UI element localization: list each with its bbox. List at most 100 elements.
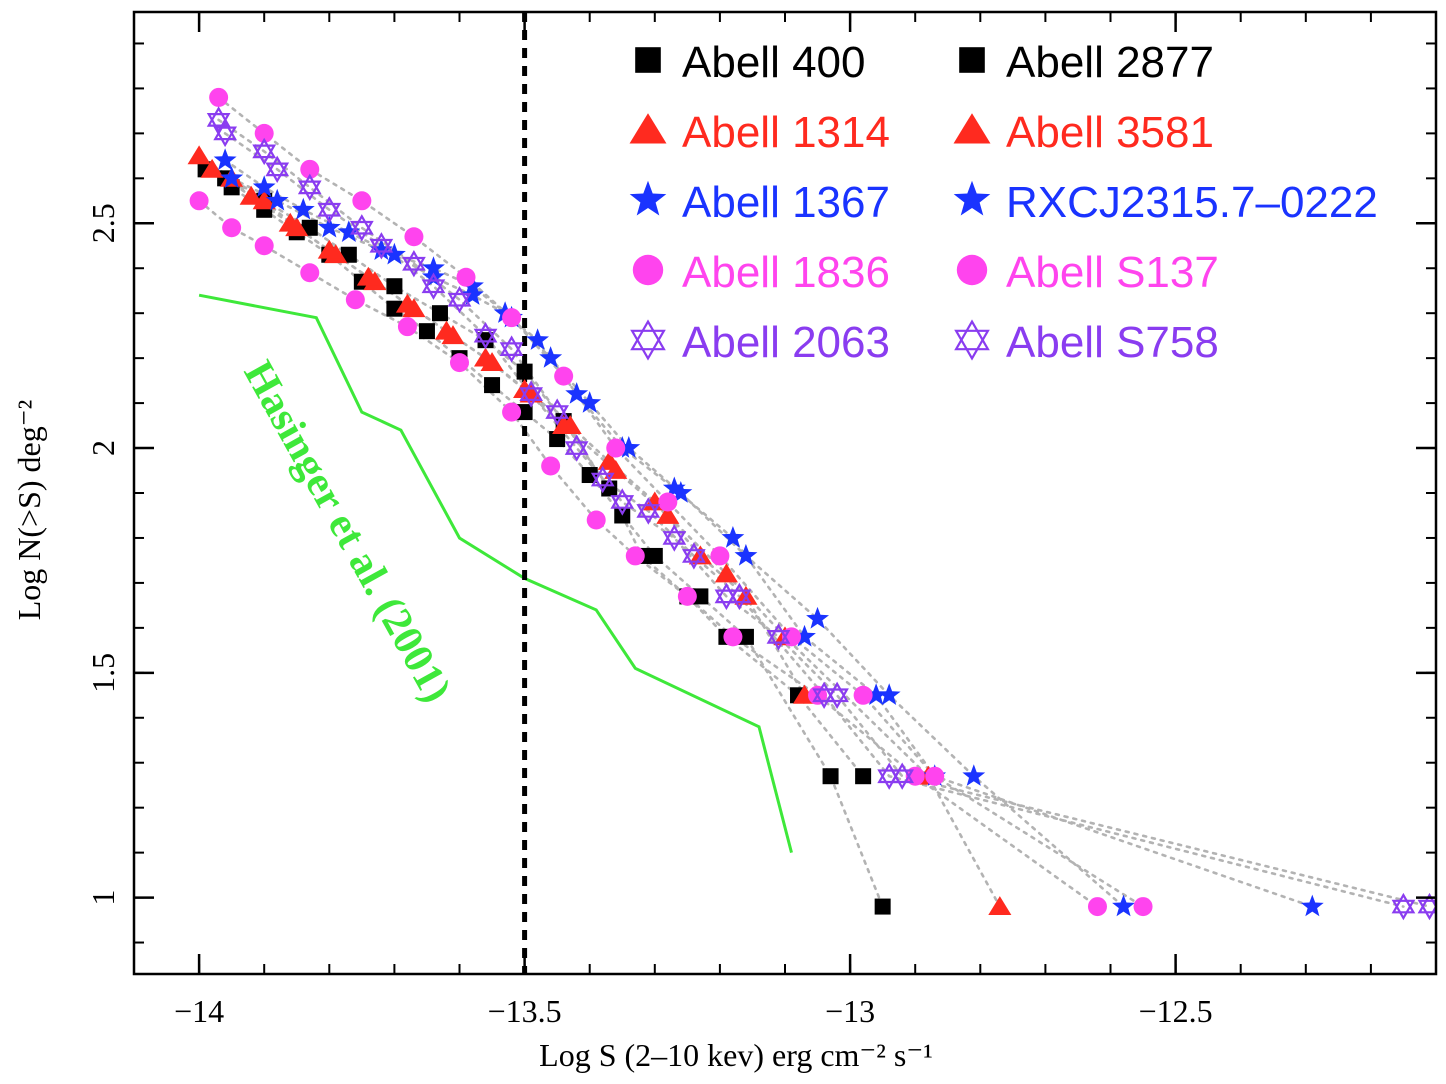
legend-item-abell-1836: Abell 1836 bbox=[632, 248, 890, 297]
data-point bbox=[345, 290, 365, 310]
reference-line-group bbox=[198, 293, 793, 853]
data-point bbox=[1133, 897, 1153, 917]
series-abell-s758 bbox=[213, 119, 1436, 921]
data-point bbox=[586, 510, 606, 530]
y-axis-title: Log N(>S) deg⁻² bbox=[11, 400, 47, 621]
data-point bbox=[300, 263, 320, 283]
data-point bbox=[766, 623, 791, 651]
data-point bbox=[189, 191, 209, 211]
legend-label: Abell 1836 bbox=[682, 248, 890, 297]
data-point bbox=[239, 185, 263, 205]
data-point bbox=[434, 320, 459, 340]
data-point bbox=[541, 456, 561, 476]
series-connector-abell-3581 bbox=[210, 168, 1002, 908]
data-point bbox=[418, 323, 435, 340]
data-point bbox=[516, 404, 533, 421]
data-point bbox=[1391, 892, 1416, 921]
series-abell-1836 bbox=[189, 191, 1107, 917]
data-point bbox=[877, 683, 901, 705]
data-point bbox=[723, 627, 743, 647]
data-point bbox=[669, 481, 693, 503]
data-point bbox=[822, 768, 839, 785]
legend-item-abell-1314: Abell 1314 bbox=[629, 108, 890, 157]
x-tick-label: −13 bbox=[825, 993, 875, 1029]
legend-marker bbox=[953, 180, 991, 216]
data-point bbox=[853, 685, 873, 705]
data-point bbox=[254, 123, 274, 143]
data-point bbox=[925, 766, 945, 786]
legend-item-abell-3581: Abell 3581 bbox=[953, 108, 1214, 157]
data-point bbox=[447, 286, 472, 314]
data-point bbox=[456, 267, 476, 287]
series-abell-s137 bbox=[209, 87, 1153, 917]
data-point bbox=[1112, 894, 1135, 917]
data-point bbox=[793, 624, 816, 647]
data-point bbox=[874, 898, 891, 915]
data-point bbox=[625, 546, 645, 566]
data-point bbox=[825, 681, 849, 710]
data-point bbox=[383, 242, 406, 265]
legend: Abell 400 Abell 2877 Abell 1314 Abell 3581 A… bbox=[629, 38, 1378, 367]
legend-label: Abell 2063 bbox=[682, 318, 890, 367]
data-point bbox=[402, 249, 426, 278]
data-point bbox=[734, 543, 758, 566]
legend-label: Abell 3581 bbox=[1006, 108, 1214, 157]
axis-ticks: −14 −13.5 −13 −12.5 1 1.5 2 2.5 bbox=[85, 12, 1436, 1029]
x-tick-label: −12.5 bbox=[1139, 993, 1213, 1029]
data-point bbox=[710, 546, 730, 566]
x-tick-label: −13.5 bbox=[488, 993, 562, 1029]
data-point bbox=[714, 582, 739, 611]
data-point bbox=[252, 137, 277, 166]
legend-label: Abell 400 bbox=[682, 38, 865, 87]
data-point bbox=[477, 332, 494, 349]
data-point bbox=[681, 542, 706, 570]
data-point bbox=[278, 212, 302, 232]
data-point bbox=[565, 382, 589, 404]
data-point bbox=[1417, 892, 1436, 921]
legend-item-abell-2063: Abell 2063 bbox=[630, 318, 890, 367]
legend-marker bbox=[630, 319, 666, 361]
data-point bbox=[349, 214, 374, 242]
data-point bbox=[356, 266, 380, 286]
legend-label: Abell 2877 bbox=[1006, 38, 1214, 87]
data-point bbox=[677, 586, 697, 606]
legend-marker bbox=[635, 47, 661, 73]
data-point bbox=[662, 524, 687, 552]
data-point bbox=[301, 219, 318, 236]
data-point bbox=[1087, 897, 1107, 917]
data-point bbox=[300, 159, 320, 179]
legend-marker bbox=[953, 113, 991, 144]
data-point bbox=[317, 196, 342, 224]
data-point bbox=[222, 218, 242, 238]
data-point bbox=[502, 402, 522, 422]
data-point bbox=[737, 628, 754, 645]
data-point bbox=[864, 683, 888, 705]
legend-label: Abell S758 bbox=[1006, 318, 1219, 367]
data-point bbox=[220, 166, 244, 188]
data-point bbox=[209, 87, 229, 107]
legend-label: Abell 1314 bbox=[682, 108, 890, 157]
y-tick-label: 2 bbox=[85, 440, 121, 456]
data-point bbox=[265, 155, 290, 183]
series-connector-abell-s137 bbox=[217, 96, 1145, 908]
data-point bbox=[806, 606, 829, 629]
data-point bbox=[890, 762, 915, 790]
data-point bbox=[395, 293, 419, 313]
legend-item-abell-s137: Abell S137 bbox=[956, 248, 1219, 297]
data-point bbox=[549, 431, 566, 448]
legend-item-rxcj2315-7-0222: RXCJ2315.7–0222 bbox=[953, 178, 1378, 227]
data-point bbox=[200, 158, 224, 178]
hasinger-reference-line bbox=[198, 293, 793, 853]
data-point bbox=[369, 232, 394, 260]
series-connector-abell-1836 bbox=[197, 199, 1099, 908]
data-point bbox=[554, 366, 574, 386]
legend-marker bbox=[629, 113, 667, 144]
x-axis-title: Log S (2–10 kev) erg cm⁻² s⁻¹ bbox=[539, 1037, 933, 1073]
data-point bbox=[473, 322, 498, 350]
data-point bbox=[461, 274, 484, 296]
y-tick-label: 1.5 bbox=[85, 653, 121, 693]
data-point bbox=[340, 246, 357, 263]
data-points bbox=[187, 87, 1436, 921]
data-point bbox=[252, 175, 276, 197]
data-point bbox=[1300, 894, 1324, 917]
